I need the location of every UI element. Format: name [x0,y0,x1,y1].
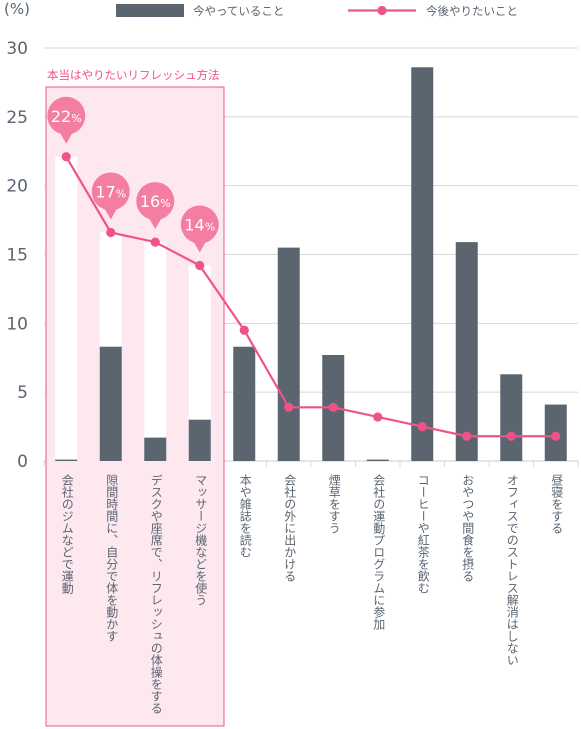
series-point [417,421,427,432]
category-label: おやつや間食を摂る [461,474,475,582]
category-label: 本や雑誌を読む [238,474,252,558]
callout-layer: 22% 17% 16% 14% [47,96,219,253]
y-tick-label: 25 [6,108,28,128]
category-label: コーヒーや紅茶を飲む [416,474,430,594]
callout-label: 17% [95,182,126,201]
series-point [150,237,160,247]
ghost-bar [144,242,167,461]
ghost-bar [55,156,78,462]
unit-label: (%) [4,0,30,18]
bar [144,437,167,461]
callout: 17% [91,172,130,220]
series-point [284,402,294,412]
bar [455,242,478,461]
label-layer: (%) 会社のジムなどで運動 隙間時間に、自分で体を動かす デスクや座席で、リフレッシ… [4,0,564,714]
callout-label: 22% [51,107,82,126]
y-tick-label: 10 [6,314,28,334]
y-tick-label: 0 [17,452,28,472]
category-label: 会社の外に出かける [283,474,297,582]
callout: 22% [47,96,86,144]
callout-label: 16% [140,192,171,211]
legend-line-label: 今後やりたいこと [426,4,518,18]
y-tick-label: 5 [17,383,28,403]
legend-line-marker [377,5,387,16]
series-point [328,402,338,412]
series-line [65,156,556,438]
category-label: デスクや座席で、リフレッシュの体操をする [149,474,163,714]
category-label: 会社のジムなどで運動 [60,474,74,594]
category-label: 隙間時間に、自分で体を動かす [105,474,119,642]
bar [500,374,523,461]
series-point [551,431,561,441]
y-tick-label: 30 [6,39,28,59]
bar [366,459,389,461]
bar [277,247,300,461]
legend-bar-label: 今やっていること [193,4,284,18]
ghost-bar [188,265,211,461]
line-layer [61,152,561,441]
bar [55,459,78,461]
bar [411,67,434,462]
callout-label: 14% [184,216,215,235]
callout: 14% [180,205,219,253]
series-point [462,431,472,441]
legend-bar-swatch [116,4,184,17]
bar [99,346,122,461]
series-point [239,325,249,335]
callout-bubble [136,182,175,221]
series-point [195,260,205,271]
legend: 今やっていること 今後やりたいこと [116,4,518,18]
callout: 16% [136,182,175,230]
category-label: オフィスでのストレス解消はしない [505,474,519,666]
category-label: 昼寝をする [550,474,564,534]
highlight-label: 本当はやりたいリフレッシュ方法 [47,68,220,82]
callout-bubble [180,205,219,244]
category-label: 会社の運動プログラムに参加 [372,474,386,631]
bar [188,419,211,461]
y-tick-label: 15 [6,246,28,266]
series-point [506,431,516,441]
y-tick-label: 20 [6,177,28,197]
bar [233,346,256,461]
category-label: 煙草をすう [327,474,341,534]
series-point [106,227,116,238]
series-point [373,412,383,422]
callout-bubble [47,96,86,135]
callout-bubble [91,172,130,211]
series-point [61,152,71,162]
category-label: マッサージ機などを使う [194,474,208,606]
